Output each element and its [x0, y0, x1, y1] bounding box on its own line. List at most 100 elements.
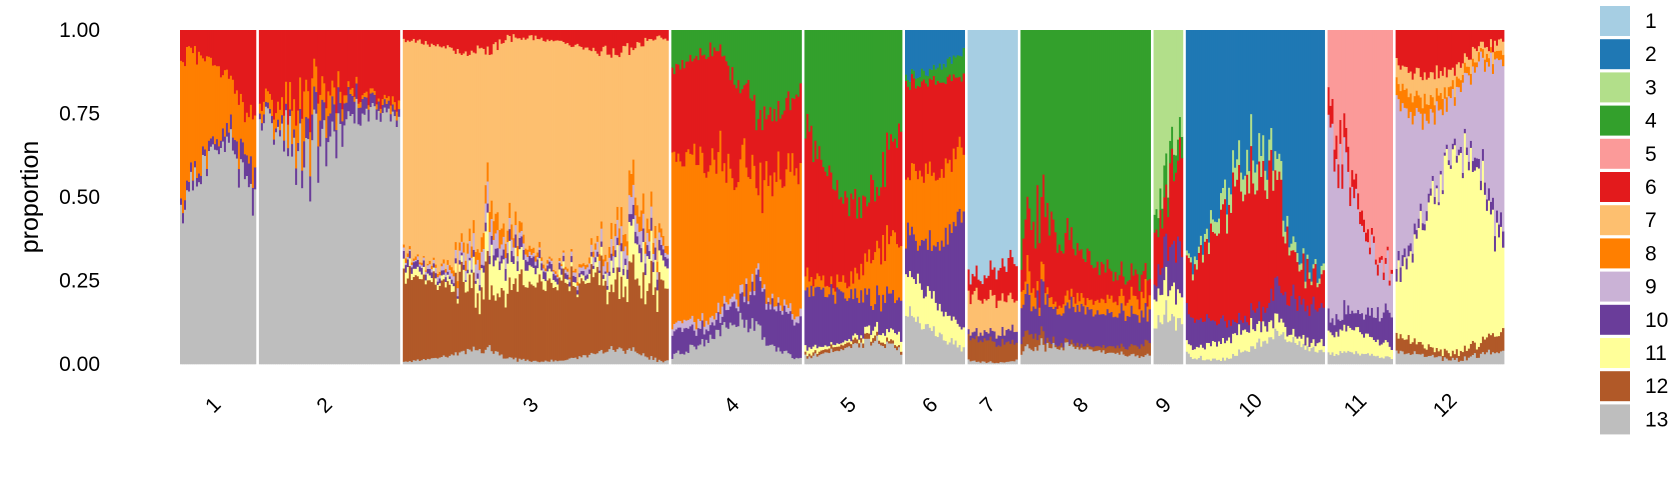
bar-segment-8: [1487, 57, 1491, 67]
bar-segment-8: [237, 104, 241, 170]
bar-segment-9: [683, 319, 686, 329]
bar-segment-8: [486, 162, 490, 182]
bar-segment-7: [528, 35, 531, 246]
bar-segment-6: [876, 186, 879, 241]
group-10: [1185, 30, 1325, 365]
bar-segment-12: [975, 335, 978, 362]
bar-segment-13: [460, 351, 464, 365]
bar-segment-13: [494, 350, 498, 365]
bar-segment-10: [872, 309, 875, 331]
bar-segment-5: [1355, 30, 1358, 174]
bar-segment-12: [526, 287, 529, 360]
bar-segment-12: [1066, 338, 1069, 343]
bar-segment-6: [1331, 98, 1334, 124]
bar-segment-8: [391, 95, 395, 105]
bar-segment-8: [245, 112, 249, 156]
bar-segment-4: [954, 57, 958, 78]
bar-segment-9: [606, 272, 609, 286]
bar-segment-11: [1409, 250, 1413, 344]
bar-segment-13: [195, 186, 199, 365]
bar-segment-6: [239, 30, 243, 94]
bar-segment-13: [349, 115, 352, 365]
legend-label: 1: [1645, 10, 1657, 33]
bar-segment-12: [898, 344, 901, 348]
bar-segment-6: [1417, 30, 1421, 69]
bar-segment-10: [1138, 322, 1141, 349]
bar-segment-8: [227, 78, 231, 133]
legend-label: 11: [1645, 342, 1667, 365]
bar-segment-6: [1268, 160, 1271, 304]
bar-segment-12: [1136, 346, 1139, 356]
bar-segment-8: [474, 251, 478, 265]
bar-segment-7: [582, 49, 585, 264]
bar-segment-3: [1292, 236, 1295, 251]
bar-segment-10: [683, 328, 686, 355]
bar-segment-10: [999, 335, 1002, 347]
bar-segment-8: [213, 64, 217, 145]
bar-segment-13: [313, 109, 316, 365]
bar-segment-10: [1427, 193, 1431, 203]
bar-segment-6: [830, 172, 833, 277]
bar-segment-4: [820, 30, 823, 160]
bar-segment-6: [908, 89, 912, 181]
bar-segment-6: [478, 30, 482, 49]
bar-segment-6: [749, 98, 752, 179]
bar-segment-13: [868, 338, 871, 365]
bar-segment-4: [743, 30, 746, 86]
bar-segment-6: [412, 30, 416, 39]
bar-segment-8: [317, 103, 320, 147]
bar-segment-10: [524, 259, 527, 271]
bar-segment-10: [662, 249, 665, 261]
bar-segment-8: [225, 69, 229, 124]
bar-segment-8: [361, 94, 364, 100]
bar-segment-8: [598, 253, 601, 261]
bar-segment-13: [918, 322, 922, 365]
bar-segment-11: [930, 298, 934, 331]
bar-segment-8: [371, 88, 375, 93]
bar-segment-10: [928, 229, 932, 291]
bar-segment-6: [1191, 280, 1195, 318]
bar-segment-12: [848, 342, 851, 347]
bar-segment-11: [914, 283, 918, 322]
bar-segment-11: [1429, 195, 1433, 347]
bar-segment-13: [1471, 354, 1475, 365]
bar-segment-9: [546, 263, 549, 266]
bar-segment-6: [642, 30, 645, 47]
bar-segment-10: [395, 120, 399, 127]
bar-segment-10: [946, 244, 950, 317]
bar-segment-13: [626, 349, 629, 365]
bar-segment-6: [1246, 174, 1249, 323]
bar-segment-12: [844, 343, 847, 349]
bar-segment-7: [504, 39, 508, 244]
bar-segment-10: [283, 140, 286, 152]
bar-segment-13: [1207, 359, 1211, 365]
bar-segment-11: [1292, 328, 1295, 338]
bar-segment-13: [1300, 346, 1303, 365]
bar-segment-12: [592, 276, 595, 354]
bar-segment-13: [337, 112, 340, 365]
bar-segment-8: [335, 112, 338, 131]
bar-segment-12: [586, 282, 589, 358]
bar-segment-1: [985, 30, 988, 279]
bar-segment-6: [1489, 30, 1493, 40]
bar-segment-7: [662, 39, 665, 237]
bar-segment-6: [1252, 183, 1255, 311]
bar-segment-6: [287, 30, 290, 125]
bar-segment-4: [1066, 30, 1069, 218]
bar-segment-6: [1153, 232, 1156, 285]
bar-segment-10: [1437, 201, 1441, 206]
bar-segment-12: [418, 278, 422, 362]
bar-segment-3: [1248, 170, 1251, 194]
bar-segment-6: [1086, 248, 1089, 299]
bar-segment-12: [1060, 342, 1063, 348]
bar-segment-8: [1469, 73, 1473, 85]
bar-segment-13: [838, 350, 841, 365]
bar-segment-10: [1185, 302, 1189, 341]
bar-segment-8: [279, 109, 282, 131]
bar-segment-12: [504, 307, 508, 359]
bar-segment-13: [341, 146, 344, 365]
bar-segment-10: [488, 255, 492, 265]
bar-segment-4: [763, 30, 766, 107]
bar-segment-12: [516, 291, 520, 362]
bar-segment-2: [1268, 30, 1271, 140]
